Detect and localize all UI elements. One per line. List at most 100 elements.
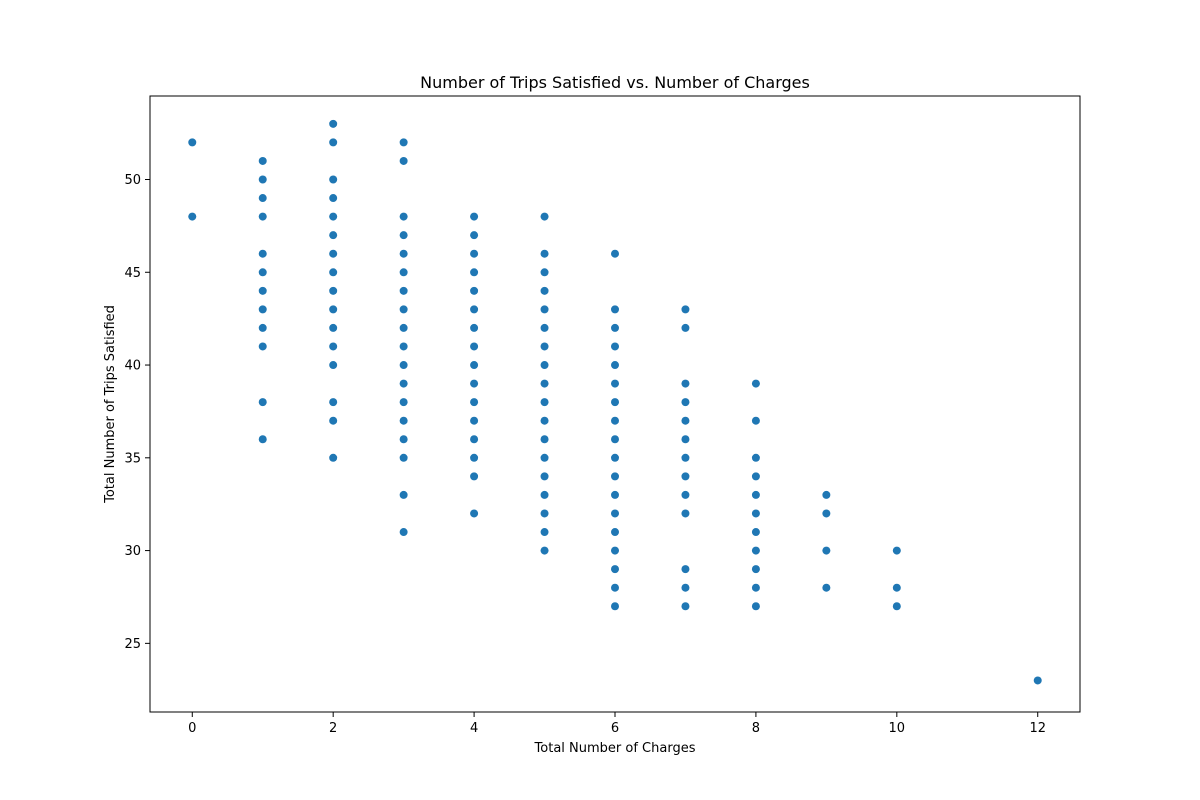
data-point: [258, 268, 267, 277]
data-point: [399, 212, 408, 221]
data-point: [399, 249, 408, 258]
data-point: [258, 175, 267, 184]
x-tick-label: 2: [329, 721, 337, 736]
data-point: [399, 416, 408, 425]
x-tick-label: 8: [752, 721, 760, 736]
data-point: [892, 602, 901, 611]
data-point: [329, 138, 338, 147]
data-point: [258, 194, 267, 203]
data-point: [540, 490, 549, 499]
data-point: [611, 565, 619, 574]
data-point: [258, 398, 267, 407]
data-point: [540, 435, 549, 444]
x-tick-label: 6: [611, 721, 619, 736]
data-point: [681, 379, 690, 388]
y-tick-label: 40: [124, 359, 141, 374]
data-point: [399, 323, 408, 332]
data-point: [470, 472, 479, 481]
data-point: [329, 268, 338, 277]
data-point: [329, 249, 338, 258]
data-point: [329, 119, 338, 128]
data-point: [329, 323, 338, 332]
data-point: [540, 361, 549, 370]
data-point: [540, 416, 549, 425]
data-point: [611, 398, 619, 407]
data-point: [399, 490, 408, 499]
data-point: [751, 490, 760, 499]
data-point: [822, 509, 831, 518]
data-point: [258, 342, 267, 351]
data-point: [470, 231, 479, 240]
data-point: [611, 490, 619, 499]
data-point: [540, 398, 549, 407]
x-tick-label: 12: [1029, 721, 1046, 736]
data-point: [258, 286, 267, 295]
x-axis-label: Total Number of Charges: [534, 741, 696, 756]
data-point: [540, 268, 549, 277]
data-point: [611, 546, 619, 555]
chart-title: Number of Trips Satisfied vs. Number of …: [420, 73, 810, 92]
data-point: [681, 472, 690, 481]
data-point: [470, 416, 479, 425]
data-point: [822, 546, 831, 555]
data-point: [540, 212, 549, 221]
data-point: [258, 435, 267, 444]
data-point: [399, 379, 408, 388]
x-tick-label: 4: [470, 721, 478, 736]
data-point: [611, 361, 619, 370]
data-point: [399, 361, 408, 370]
data-point: [540, 453, 549, 462]
data-point: [681, 565, 690, 574]
data-point: [751, 416, 760, 425]
data-point: [611, 583, 619, 592]
data-point: [822, 583, 831, 592]
data-point: [258, 156, 267, 165]
data-point: [399, 398, 408, 407]
data-point: [470, 305, 479, 314]
data-point: [540, 342, 549, 351]
y-tick-label: 25: [124, 637, 141, 652]
data-point: [470, 435, 479, 444]
data-point: [470, 268, 479, 277]
data-point: [751, 509, 760, 518]
x-tick-label: 10: [889, 721, 906, 736]
data-point: [329, 194, 338, 203]
data-point: [611, 602, 619, 611]
data-point: [611, 379, 619, 388]
data-point: [470, 286, 479, 295]
data-point: [258, 305, 267, 314]
y-axis-ticks: 25 30 35 40 45 50: [124, 173, 150, 652]
data-point: [329, 342, 338, 351]
data-point: [329, 231, 338, 240]
data-point: [681, 509, 690, 518]
data-point: [470, 398, 479, 407]
data-point: [399, 342, 408, 351]
x-tick-label: 0: [188, 721, 196, 736]
data-point: [188, 138, 197, 147]
data-point: [681, 323, 690, 332]
data-point: [399, 156, 408, 165]
data-point: [611, 509, 619, 518]
data-point: [470, 323, 479, 332]
data-point: [681, 305, 690, 314]
data-point: [751, 453, 760, 462]
data-point: [681, 583, 690, 592]
data-point: [399, 435, 408, 444]
data-point: [329, 286, 338, 295]
data-point: [540, 379, 549, 388]
data-point: [329, 398, 338, 407]
x-axis-ticks: 0 2 4 6 8 10 12: [188, 712, 1046, 736]
data-point: [611, 416, 619, 425]
data-point: [681, 453, 690, 462]
y-tick-label: 30: [124, 544, 141, 559]
data-point: [611, 472, 619, 481]
plot-area-frame: [149, 95, 1081, 713]
data-point: [470, 342, 479, 351]
data-point: [188, 212, 197, 221]
data-point: [681, 490, 690, 499]
points-layer: [188, 119, 1042, 685]
data-point: [751, 565, 760, 574]
data-point: [611, 435, 619, 444]
data-point: [258, 249, 267, 258]
